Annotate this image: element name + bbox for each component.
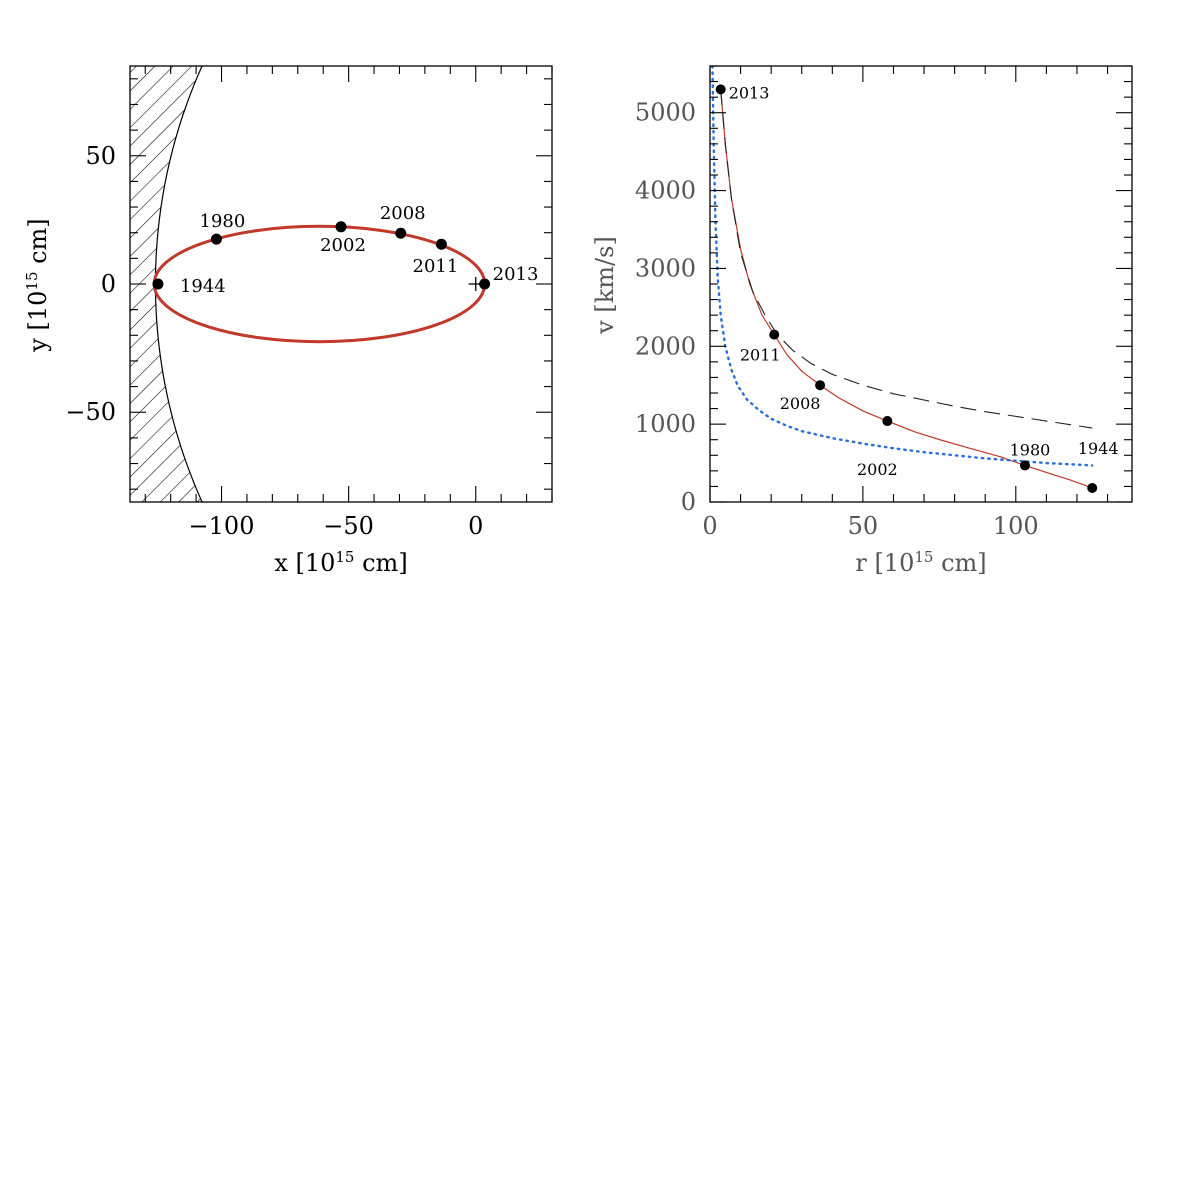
- right-y-tick-label: 2000: [635, 332, 696, 360]
- orbit-point-label: 1980: [200, 211, 246, 232]
- left-x-tick-label: 0: [468, 512, 483, 540]
- left-ticks: −100 −50 0 −50 0 50: [65, 66, 553, 540]
- right-frame: [709, 65, 1133, 503]
- velocity-point: [1087, 482, 1098, 493]
- orbit-point-label: 1944: [180, 276, 226, 297]
- velocity-point: [769, 329, 780, 340]
- velocity-points: 2013 2011 2008 2002 1980 1944: [715, 83, 1119, 493]
- orbit-point: [152, 278, 164, 290]
- orbit-point-label: 2002: [320, 235, 366, 256]
- velocity-point: [715, 84, 726, 95]
- right-x-axis-label: r [1015 cm]: [855, 548, 986, 577]
- velocity-point-label: 2013: [729, 83, 770, 102]
- series-dashed-line: [720, 89, 1093, 429]
- orbit-point: [335, 221, 347, 233]
- velocity-series: [711, 66, 1094, 489]
- left-x-tick-label: −50: [323, 512, 374, 540]
- left-frame: [129, 65, 553, 503]
- orbit-point: [210, 233, 222, 245]
- left-y-axis-label: y [1015 cm]: [23, 218, 52, 352]
- right-y-axis-label: v [km/s]: [591, 236, 619, 335]
- right-y-tick-label: 5000: [635, 99, 696, 127]
- left-y-tick-label: −50: [65, 398, 116, 426]
- orbit-point: [435, 238, 447, 250]
- velocity-point: [882, 416, 893, 427]
- series-solid-line: [720, 89, 1093, 489]
- right-y-tick-label: 1000: [635, 410, 696, 438]
- velocity-point: [1019, 460, 1030, 471]
- orbit-point-label: 2011: [413, 256, 459, 277]
- left-y-tick-label: 50: [85, 142, 116, 170]
- velocity-point-label: 1980: [1010, 440, 1051, 459]
- series-dotted-line: [711, 66, 1094, 467]
- hatched-region: [130, 66, 203, 502]
- right-y-tick-label: 4000: [635, 177, 696, 205]
- orbit-point: [395, 227, 407, 239]
- velocity-point-label: 2002: [857, 460, 898, 479]
- velocity-point-label: 2011: [740, 346, 781, 365]
- orbit-points: 1944 1980 2002 2008 2011 2013: [152, 203, 538, 297]
- left-y-tick-label: 0: [101, 270, 116, 298]
- orbit-point: [479, 278, 491, 290]
- velocity-point-label: 1944: [1078, 439, 1119, 458]
- left-x-tick-label: −100: [189, 512, 255, 540]
- orbit-point-label: 2013: [493, 264, 539, 285]
- velocity-point: [815, 380, 826, 391]
- right-y-tick-label: 0: [681, 488, 696, 516]
- orbit-point-label: 2008: [380, 203, 426, 224]
- left-x-axis-label: x [1015 cm]: [274, 548, 407, 577]
- right-x-tick-label: 50: [848, 512, 879, 540]
- right-x-tick-label: 0: [702, 512, 717, 540]
- right-x-tick-label: 100: [993, 512, 1039, 540]
- right-y-tick-label: 3000: [635, 254, 696, 282]
- velocity-point-label: 2008: [780, 394, 821, 413]
